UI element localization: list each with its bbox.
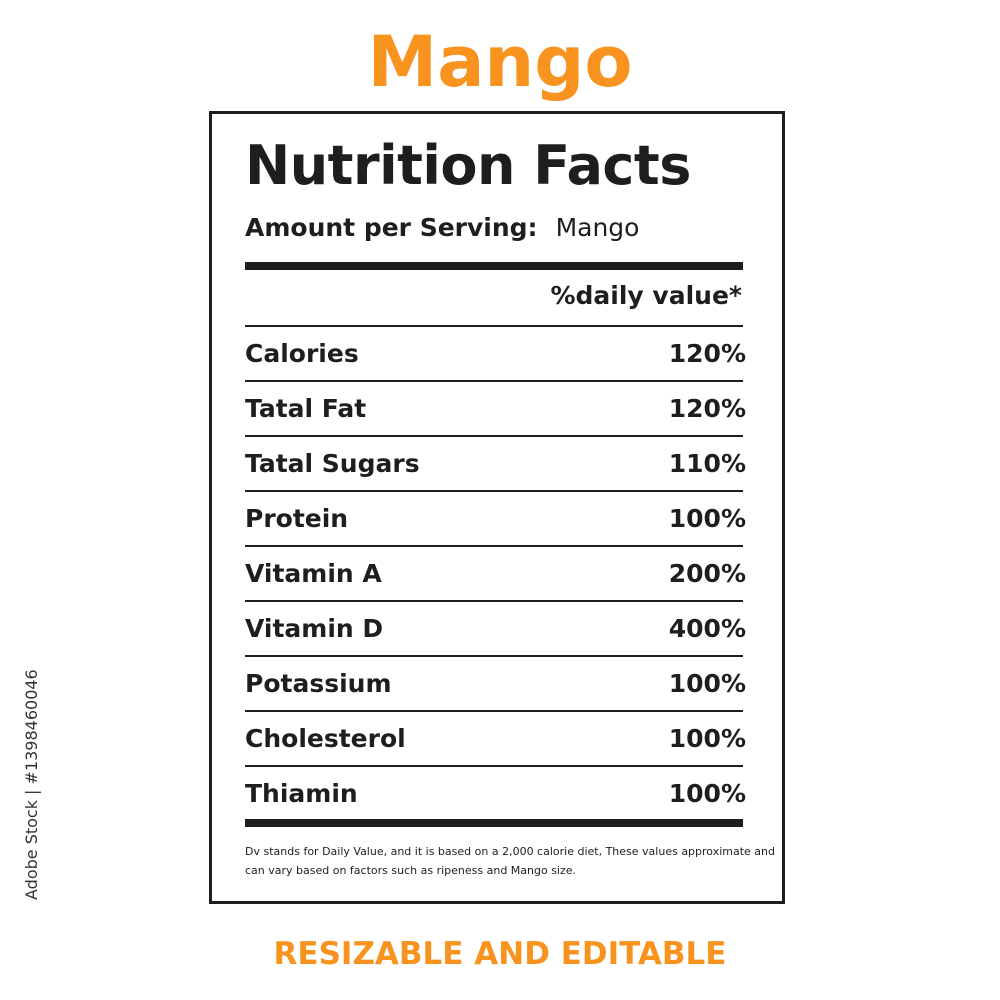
nutrient-row-protein: Protein 100% (245, 490, 746, 545)
nutrient-name: Thiamin (245, 779, 358, 808)
serving-value: Mango (555, 213, 640, 242)
nutrient-name: Tatal Sugars (245, 449, 420, 478)
nutrient-value: 100% (668, 779, 746, 808)
nutrient-value: 400% (668, 614, 746, 643)
nutrient-row-cholesterol: Cholesterol 100% (245, 710, 746, 765)
nutrient-row-potassium: Potassium 100% (245, 655, 746, 710)
stock-id-text: Adobe Stock | #1398460046 (22, 669, 41, 900)
nutrient-name: Tatal Fat (245, 394, 367, 423)
nutrient-value: 110% (668, 449, 746, 478)
bottom-thick-rule (245, 819, 743, 827)
nutrient-rows: Calories 120% Tatal Fat 120% Tatal Sugar… (245, 325, 746, 820)
nutrient-row-total-fat: Tatal Fat 120% (245, 380, 746, 435)
nutrient-value: 100% (668, 504, 746, 533)
nutrient-name: Vitamin D (245, 614, 384, 643)
nutrient-value: 100% (668, 669, 746, 698)
nutrient-name: Calories (245, 339, 359, 368)
nutrient-row-thiamin: Thiamin 100% (245, 765, 746, 820)
nutrient-row-vitamin-d: Vitamin D 400% (245, 600, 746, 655)
serving-label: Amount per Serving: (245, 213, 538, 242)
top-thick-rule (245, 262, 743, 270)
nutrient-name: Potassium (245, 669, 392, 698)
nutrient-name: Cholesterol (245, 724, 406, 753)
product-title: Mango (367, 21, 633, 103)
nutrient-value: 120% (668, 339, 746, 368)
serving-line: Amount per Serving: Mango (245, 210, 639, 246)
tagline: RESIZABLE AND EDITABLE (273, 936, 727, 972)
daily-value-header: %daily value* (550, 281, 742, 310)
nutrient-value: 120% (668, 394, 746, 423)
nutrient-row-calories: Calories 120% (245, 325, 746, 380)
nutrient-name: Protein (245, 504, 349, 533)
nutrient-row-total-sugars: Tatal Sugars 110% (245, 435, 746, 490)
nutrition-facts-heading: Nutrition Facts (245, 134, 691, 197)
nutrient-value: 200% (668, 559, 746, 588)
footnote: Dv stands for Daily Value, and it is bas… (245, 845, 775, 877)
nutrient-value: 100% (668, 724, 746, 753)
nutrient-name: Vitamin A (245, 559, 382, 588)
nutrient-row-vitamin-a: Vitamin A 200% (245, 545, 746, 600)
nutrition-label: Nutrition Facts Amount per Serving: Mango… (209, 111, 785, 904)
